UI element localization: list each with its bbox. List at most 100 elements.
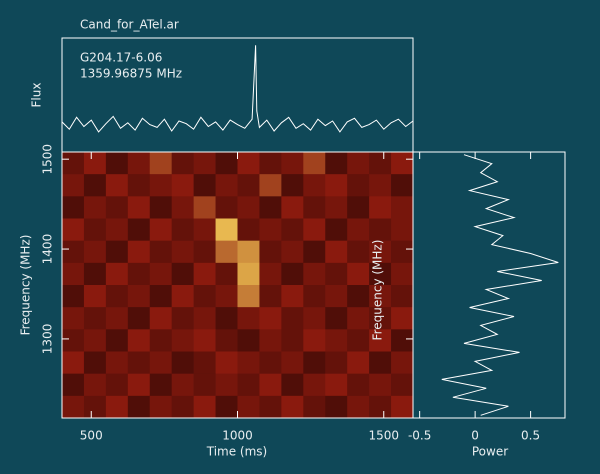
heatmap-cell (83, 351, 107, 374)
heatmap-cell (259, 351, 282, 374)
heatmap-cell (303, 395, 326, 419)
heatmap-cell (303, 152, 326, 175)
heatmap-cell (281, 329, 304, 352)
heatmap-cell (391, 196, 414, 219)
heatmap-cell (62, 285, 85, 308)
heatmap-cell (171, 285, 194, 308)
heatmap-cell (193, 262, 216, 286)
y-tick-label: 1500 (41, 144, 55, 175)
heatmap-cell (237, 395, 260, 419)
heatmap-cell (171, 373, 194, 397)
heatmap-cell (281, 152, 304, 175)
heatmap-cell (105, 196, 129, 219)
heatmap-cell (83, 307, 107, 330)
heatmap-cell (193, 152, 216, 175)
annotation: G204.17-6.06 (80, 51, 162, 65)
heatmap-cell (127, 174, 151, 197)
heatmap-cell (171, 218, 194, 241)
heatmap-cell (347, 373, 370, 397)
heatmap-cell (259, 218, 282, 241)
heatmap-cell (105, 351, 129, 374)
heatmap-cell (347, 240, 370, 264)
heatmap-cell (171, 262, 194, 286)
heatmap-cell (347, 351, 370, 374)
x-tick-label: 1500 (368, 429, 399, 443)
heatmap-cell (281, 373, 304, 397)
heatmap-cell (369, 218, 392, 241)
heatmap-cell (391, 218, 414, 241)
heatmap-cell (259, 240, 282, 264)
heatmap-cell (215, 240, 238, 264)
heatmap-cell (391, 285, 414, 308)
x-axis-label: Power (472, 445, 508, 459)
heatmap-cell (303, 373, 326, 397)
heatmap-cell (193, 174, 216, 197)
heatmap-cell (325, 373, 348, 397)
heatmap-cell (369, 262, 392, 286)
heatmap-cell (105, 307, 129, 330)
heatmap-cell (83, 395, 107, 419)
heatmap-cell (237, 174, 260, 197)
heatmap-cell (281, 395, 304, 419)
heatmap-cell (83, 196, 107, 219)
heatmap-cell (105, 262, 129, 286)
heatmap-cell (193, 373, 216, 397)
heatmap-cell (281, 240, 304, 264)
heatmap-cell (325, 395, 348, 419)
heatmap-cell (237, 196, 260, 219)
heatmap-cell (62, 373, 85, 397)
heatmap-cell (369, 307, 392, 330)
heatmap-cell (193, 395, 216, 419)
heatmap-cell (171, 196, 194, 219)
heatmap-cell (391, 373, 414, 397)
heatmap-cell (259, 307, 282, 330)
heatmap-cell (369, 152, 392, 175)
heatmap-cell (171, 174, 194, 197)
heatmap-cell (193, 240, 216, 264)
heatmap-cell (62, 395, 85, 419)
heatmap-cell (237, 307, 260, 330)
heatmap-cell (325, 329, 348, 352)
heatmap-cell (127, 395, 151, 419)
heatmap-cell (83, 174, 107, 197)
heatmap-cell (237, 152, 260, 175)
heatmap-cell (347, 218, 370, 241)
heatmap-cell (127, 329, 151, 352)
heatmap-cell (105, 174, 129, 197)
heatmap-cell (347, 262, 370, 286)
heatmap-cell (127, 262, 151, 286)
x-tick-label: 0 (471, 429, 479, 443)
heatmap-cell (391, 174, 414, 197)
heatmap-cell (149, 351, 172, 374)
heatmap-cell (259, 329, 282, 352)
heatmap-cell (369, 395, 392, 419)
heatmap-cell (369, 285, 392, 308)
heatmap-cell (149, 152, 172, 175)
heatmap-cell (237, 262, 260, 286)
heatmap-cell (193, 329, 216, 352)
heatmap-cell (127, 240, 151, 264)
heatmap-cell (215, 373, 238, 397)
heatmap-cell (325, 262, 348, 286)
heatmap-cell (193, 218, 216, 241)
heatmap-cell (105, 373, 129, 397)
heatmap-cell (149, 240, 172, 264)
heatmap-cell (215, 152, 238, 175)
heatmap-cell (303, 307, 326, 330)
heatmap-cell (325, 285, 348, 308)
heatmap-cell (281, 218, 304, 241)
heatmap-cell (193, 285, 216, 308)
heatmap-cell (259, 152, 282, 175)
annotation: 1359.96875 MHz (80, 67, 182, 81)
heatmap-cell (303, 218, 326, 241)
heatmap-cell (171, 351, 194, 374)
heatmap-cell (391, 240, 414, 264)
heatmap-cell (281, 285, 304, 308)
heatmap-cell (259, 262, 282, 286)
heatmap-cell (303, 351, 326, 374)
heatmap-cell (62, 152, 85, 175)
heatmap-cell (369, 351, 392, 374)
heatmap-cell (347, 196, 370, 219)
y-axis-label: Flux (30, 83, 44, 108)
